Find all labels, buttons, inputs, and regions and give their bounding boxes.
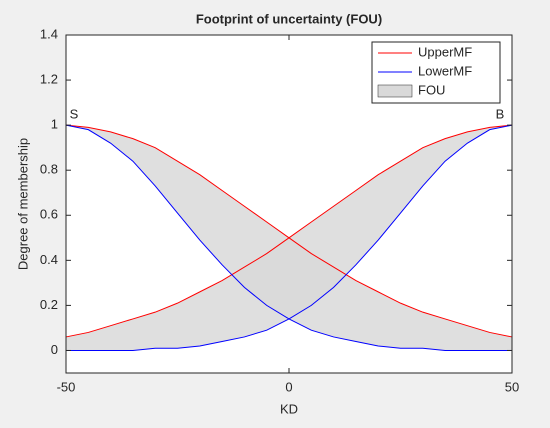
y-tick-label: 0.4 bbox=[40, 252, 58, 267]
x-tick-label: -50 bbox=[57, 379, 76, 394]
legend-label: UpperMF bbox=[418, 44, 472, 59]
y-tick-label: 0.6 bbox=[40, 207, 58, 222]
annotation: S bbox=[70, 107, 79, 122]
legend-label: FOU bbox=[418, 82, 445, 97]
annotation: B bbox=[496, 107, 505, 122]
legend-label: LowerMF bbox=[418, 63, 472, 78]
y-tick-label: 0.8 bbox=[40, 162, 58, 177]
y-tick-label: 1.2 bbox=[40, 72, 58, 87]
y-tick-label: 0.2 bbox=[40, 297, 58, 312]
y-tick-label: 1 bbox=[51, 117, 58, 132]
line bbox=[65, 124, 513, 338]
y-axis-label: Degree of membership bbox=[15, 138, 30, 270]
line bbox=[66, 124, 513, 351]
y-tick-label: 0 bbox=[51, 342, 58, 357]
legend-swatch bbox=[377, 84, 413, 98]
chart-title: Footprint of uncertainty (FOU) bbox=[196, 11, 382, 26]
x-tick-label: 50 bbox=[505, 379, 519, 394]
y-tick-label: 1.4 bbox=[40, 26, 58, 41]
x-axis-label: KD bbox=[280, 401, 298, 416]
x-tick-label: 0 bbox=[285, 379, 292, 394]
